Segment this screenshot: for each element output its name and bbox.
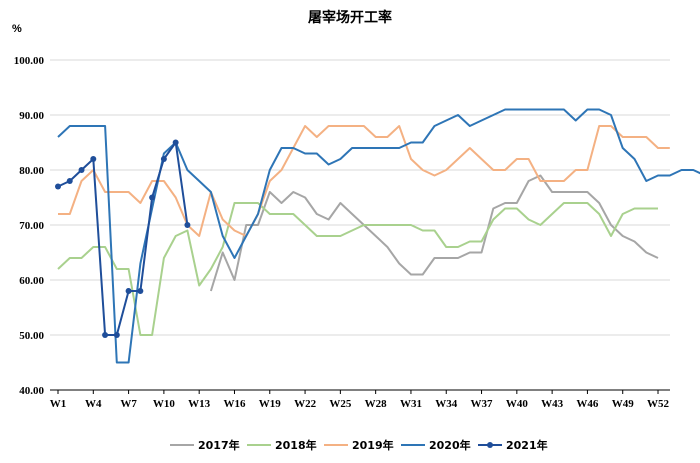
- x-tick-label: W10: [153, 398, 176, 410]
- data-point: [55, 183, 61, 190]
- series-line: [57, 202, 658, 336]
- x-tick-label: W4: [85, 398, 102, 410]
- series-line: [58, 125, 670, 237]
- data-point: [172, 139, 179, 146]
- legend: 2017年 2018年 2019年 2020年 2021年: [170, 438, 548, 452]
- legend-item: 2017年: [170, 438, 240, 452]
- data-point: [137, 288, 144, 294]
- chart-title: 屠宰场开工率: [308, 9, 392, 26]
- legend-label: 2018年: [275, 438, 317, 452]
- series-2021年: [55, 139, 191, 338]
- y-tick-label: 80.00: [19, 165, 44, 177]
- x-tick-label: W25: [329, 398, 352, 410]
- series-2018年: [57, 202, 658, 336]
- y-axis-unit: %: [12, 23, 22, 35]
- data-point: [102, 332, 109, 338]
- x-tick-label: W43: [541, 398, 564, 410]
- x-tick-label: W28: [365, 398, 388, 410]
- data-point: [125, 288, 132, 294]
- data-point: [184, 222, 191, 228]
- x-tick-label: W49: [612, 398, 635, 410]
- x-tick-label: W40: [506, 398, 529, 410]
- data-point: [66, 178, 73, 184]
- series-lines: [55, 108, 700, 364]
- data-point: [149, 194, 156, 201]
- x-tick-label: W7: [120, 398, 137, 410]
- series-line: [209, 174, 659, 292]
- y-tick-label: 50.00: [19, 330, 44, 342]
- y-tick-label: 90.00: [19, 110, 44, 122]
- x-tick-label: W13: [188, 398, 211, 410]
- x-tick-label: W19: [259, 398, 282, 410]
- legend-label: 2021年: [506, 438, 548, 452]
- series-2020年: [57, 108, 700, 364]
- legend-marker: [487, 442, 493, 448]
- legend-item: 2020年: [401, 438, 471, 452]
- x-tick-label: W46: [576, 398, 599, 410]
- y-tick-label: 100.00: [14, 55, 45, 67]
- legend-label: 2019年: [352, 438, 394, 452]
- data-point: [113, 332, 120, 338]
- legend-item: 2021年: [478, 438, 548, 452]
- legend-item: 2019年: [324, 438, 394, 452]
- y-tick-label: 40.00: [19, 385, 44, 397]
- gridlines: [50, 59, 670, 391]
- x-tick-labels: W1 W4 W7 W10 W13 W16 W19 W22 W25 W28 W31 W34 W37 W40 W…: [50, 390, 670, 410]
- data-point: [78, 167, 85, 173]
- series-line: [57, 141, 189, 336]
- y-tick-label: 70.00: [19, 220, 44, 232]
- x-tick-label: W34: [435, 398, 458, 410]
- x-tick-label: W52: [647, 398, 670, 410]
- x-tick-label: W22: [294, 398, 317, 410]
- data-point: [160, 156, 167, 162]
- legend-label: 2017年: [198, 438, 240, 452]
- y-tick-label: 60.00: [19, 275, 44, 287]
- x-tick-label: W31: [400, 398, 422, 410]
- x-tick-label: W1: [50, 398, 67, 410]
- y-tick-labels: 40.00 50.00 60.00 70.00 80.00 90.00 100.00: [14, 55, 45, 397]
- x-tick-label: W16: [223, 398, 246, 410]
- x-tick-label: W37: [471, 398, 494, 410]
- series-2017年: [209, 174, 659, 292]
- legend-label: 2020年: [429, 438, 471, 452]
- data-point: [90, 156, 97, 162]
- series-2019年: [58, 125, 670, 237]
- legend-item: 2018年: [247, 438, 317, 452]
- series-line: [57, 108, 700, 364]
